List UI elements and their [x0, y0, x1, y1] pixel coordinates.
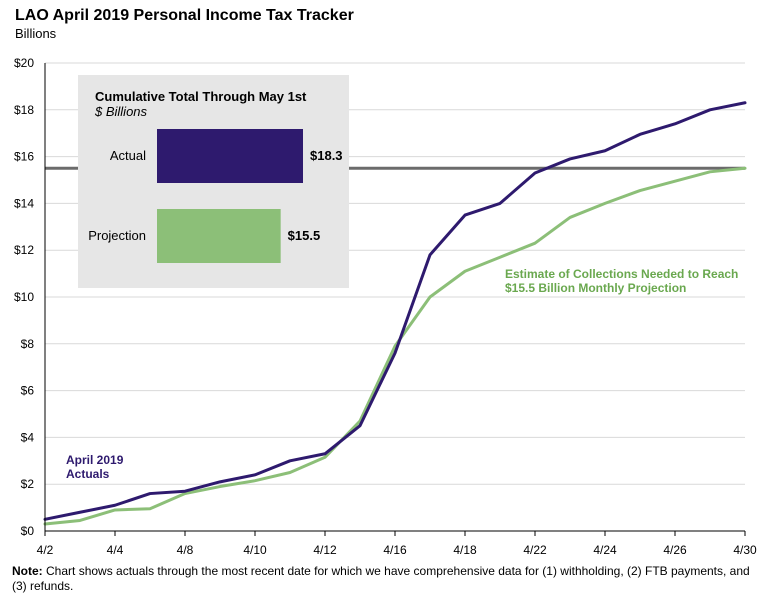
inset-title: Cumulative Total Through May 1st: [95, 89, 307, 104]
y-tick-label: $2: [21, 477, 35, 491]
y-tick-label: $20: [14, 56, 34, 70]
chart-subtitle: Billions: [15, 26, 57, 41]
x-tick-label: 4/30: [733, 543, 757, 557]
inset-panel: Cumulative Total Through May 1st $ Billi…: [78, 75, 349, 288]
x-tick-label: 4/26: [663, 543, 687, 557]
note-text: Chart shows actuals through the most rec…: [12, 564, 750, 593]
annotations: April 2019 Actuals Estimate of Collectio…: [66, 267, 738, 481]
annotation-projection-line2: $15.5 Billion Monthly Projection: [505, 281, 686, 295]
y-tick-label: $10: [14, 290, 34, 304]
inset-value-projection: $15.5: [288, 228, 321, 243]
x-tick-label: 4/2: [37, 543, 54, 557]
annotation-actual-line2: Actuals: [66, 467, 110, 481]
x-tick-label: 4/12: [313, 543, 337, 557]
x-tick-label: 4/24: [593, 543, 617, 557]
x-tick-label: 4/16: [383, 543, 407, 557]
chart-title: LAO April 2019 Personal Income Tax Track…: [15, 7, 354, 24]
inset-bar-projection: [157, 209, 281, 263]
gridlines: [45, 62, 745, 485]
x-tick-label: 4/22: [523, 543, 547, 557]
y-tick-label: $14: [14, 196, 34, 210]
y-tick-label: $8: [21, 337, 35, 351]
x-tick-label: 4/8: [177, 543, 194, 557]
x-tick-labels: 4/2 4/4 4/8 4/10 4/12 4/16 4/18 4/22 4/24 4/26 4/3…: [37, 543, 757, 557]
projection-line: [43, 166, 747, 526]
y-tick-label: $4: [21, 430, 35, 444]
x-tick-label: 4/10: [243, 543, 267, 557]
inset-subtitle: $ Billions: [94, 104, 148, 119]
y-tick-labels: $0 $2 $4 $6 $8 $10 $12 $14 $16 $18 $20: [14, 56, 34, 538]
note-label: Note:: [12, 564, 43, 578]
y-tick-label: $0: [21, 524, 35, 538]
annotation-projection-line1: Estimate of Collections Needed to Reach: [505, 267, 738, 281]
actuals-line: [43, 101, 747, 521]
x-tick-label: 4/18: [453, 543, 477, 557]
inset-bars: Actual $18.3 Projection $15.5: [88, 129, 343, 263]
chart-note: Note: Chart shows actuals through the mo…: [12, 564, 762, 594]
inset-bar-actual: [157, 129, 303, 183]
line-chart: $0$2$4$6$8$10$12$14$16$18$20 4/2 4/4 4/8 4/…: [14, 56, 757, 557]
series-group: [43, 101, 747, 526]
inset-label-actual: Actual: [110, 148, 146, 163]
y-tick-label: $16: [14, 150, 34, 164]
axes: [44, 63, 746, 536]
y-tick-label: $12: [14, 243, 34, 257]
inset-label-projection: Projection: [88, 228, 146, 243]
y-tick-label: $18: [14, 103, 34, 117]
x-tick-label: 4/4: [107, 543, 124, 557]
y-tick-label: $6: [21, 384, 35, 398]
annotation-actual-line1: April 2019: [66, 453, 124, 467]
inset-value-actual: $18.3: [310, 148, 343, 163]
